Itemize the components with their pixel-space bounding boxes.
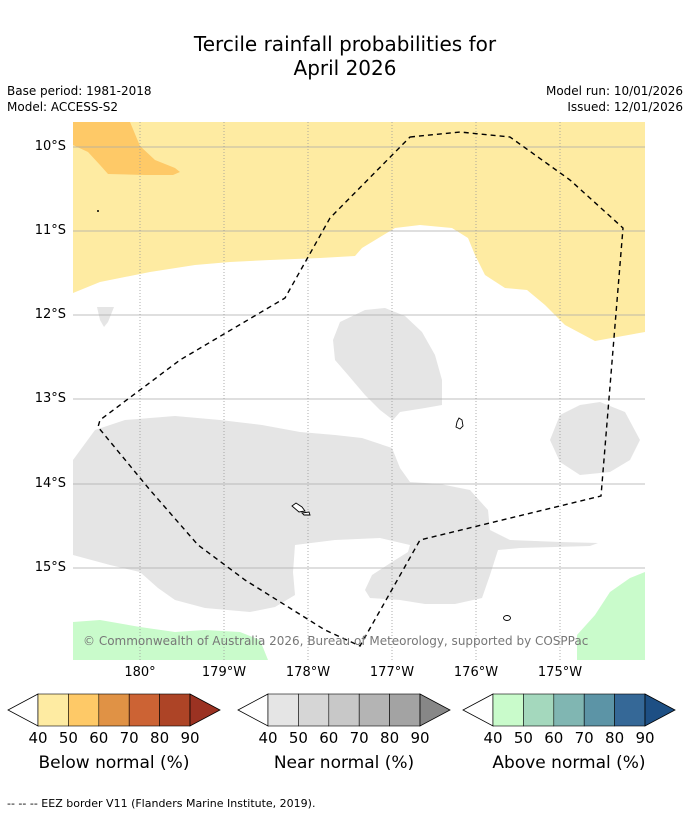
below-swatch-80 bbox=[159, 693, 191, 727]
near-tick-50: 50 bbox=[288, 729, 308, 747]
near-tick-90: 90 bbox=[410, 729, 430, 747]
copyright-notice: © Commonwealth of Australia 2026, Bureau… bbox=[83, 634, 589, 648]
above-swatch-40 bbox=[492, 693, 524, 727]
below-tick-70: 70 bbox=[119, 729, 139, 747]
above-under-triangle bbox=[462, 693, 494, 727]
chart-title-line1: Tercile rainfall probabilities for bbox=[193, 32, 497, 56]
below-tick-90: 90 bbox=[180, 729, 200, 747]
near-swatch-60 bbox=[328, 693, 360, 727]
below-swatch-50 bbox=[68, 693, 100, 727]
above-tick-50: 50 bbox=[513, 729, 533, 747]
near-normal-region-central bbox=[333, 308, 442, 420]
lat-label-15s: 15°S bbox=[34, 560, 66, 575]
base-period: Base period: 1981-2018 bbox=[7, 84, 152, 98]
near-swatch-40 bbox=[267, 693, 299, 727]
below-tick-50: 50 bbox=[58, 729, 78, 747]
near-over-triangle bbox=[419, 693, 451, 727]
near-normal-region-west bbox=[73, 416, 598, 612]
above-swatch-60 bbox=[553, 693, 585, 727]
below-tick-60: 60 bbox=[89, 729, 109, 747]
model-name: Model: ACCESS-S2 bbox=[7, 100, 119, 114]
lon-label-175w: 175°W bbox=[537, 665, 583, 680]
island-small-south bbox=[503, 615, 511, 621]
below-over-triangle bbox=[189, 693, 221, 727]
island-tiny-north bbox=[97, 210, 99, 212]
island-alofi bbox=[301, 511, 311, 516]
lat-label-13s: 13°S bbox=[34, 391, 66, 406]
colorbar-below-normal bbox=[7, 693, 221, 727]
below-tick-80: 80 bbox=[150, 729, 170, 747]
island-wallis bbox=[455, 417, 464, 430]
island-futuna bbox=[291, 502, 306, 513]
below-normal-50-region bbox=[73, 122, 180, 175]
near-swatch-80 bbox=[389, 693, 421, 727]
above-tick-80: 80 bbox=[605, 729, 625, 747]
above-swatch-70 bbox=[583, 693, 615, 727]
model-run: Model run: 10/01/2026 bbox=[545, 84, 683, 98]
below-under-triangle bbox=[7, 693, 39, 727]
eez-footnote: -- -- -- EEZ border V11 (Flanders Marine… bbox=[7, 797, 316, 810]
above-swatch-80 bbox=[614, 693, 646, 727]
above-normal-label: Above normal (%) bbox=[492, 753, 646, 773]
lon-label-176w: 176°W bbox=[453, 665, 499, 680]
below-normal-40-region bbox=[73, 122, 645, 341]
below-tick-40: 40 bbox=[28, 729, 48, 747]
lon-label-178w: 178°W bbox=[285, 665, 331, 680]
lat-label-11s: 11°S bbox=[34, 223, 66, 238]
lat-label-10s: 10°S bbox=[34, 139, 66, 154]
near-tick-70: 70 bbox=[349, 729, 369, 747]
above-over-triangle bbox=[644, 693, 676, 727]
colorbar-near-normal bbox=[237, 693, 451, 727]
latitude-gridlines bbox=[73, 146, 645, 569]
above-tick-90: 90 bbox=[635, 729, 655, 747]
issued-date: Issued: 12/01/2026 bbox=[567, 100, 683, 114]
above-normal-region-southeast bbox=[577, 572, 645, 660]
near-tick-40: 40 bbox=[258, 729, 278, 747]
below-swatch-70 bbox=[128, 693, 160, 727]
near-tick-80: 80 bbox=[380, 729, 400, 747]
lon-label-180: 180° bbox=[124, 665, 156, 680]
lat-label-12s: 12°S bbox=[34, 307, 66, 322]
near-normal-region-small bbox=[97, 307, 114, 327]
below-swatch-60 bbox=[98, 693, 130, 727]
above-normal-region-southwest bbox=[73, 620, 268, 660]
chart-title-line2: April 2026 bbox=[293, 56, 397, 80]
near-swatch-70 bbox=[358, 693, 390, 727]
near-normal-label: Near normal (%) bbox=[273, 753, 415, 773]
lon-label-177w: 177°W bbox=[369, 665, 415, 680]
above-tick-60: 60 bbox=[544, 729, 564, 747]
near-normal-region-east bbox=[550, 402, 640, 475]
lon-label-179w: 179°W bbox=[201, 665, 247, 680]
near-tick-60: 60 bbox=[319, 729, 339, 747]
eez-border bbox=[97, 131, 624, 647]
lat-label-14s: 14°S bbox=[34, 476, 66, 491]
above-tick-70: 70 bbox=[574, 729, 594, 747]
below-normal-label: Below normal (%) bbox=[38, 753, 190, 773]
near-under-triangle bbox=[237, 693, 269, 727]
above-swatch-50 bbox=[523, 693, 555, 727]
above-tick-40: 40 bbox=[483, 729, 503, 747]
colorbar-above-normal bbox=[462, 693, 676, 727]
below-swatch-40 bbox=[37, 693, 69, 727]
near-swatch-50 bbox=[298, 693, 330, 727]
